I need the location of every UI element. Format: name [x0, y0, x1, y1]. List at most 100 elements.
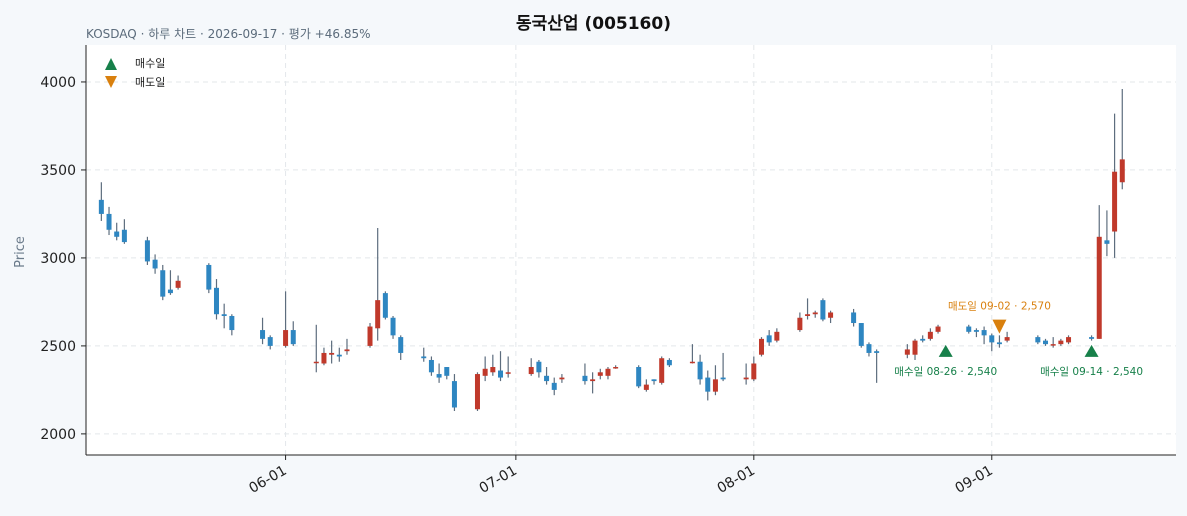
y-tick-label: 3000	[40, 251, 76, 267]
candle-body	[1035, 337, 1041, 343]
candle-body	[382, 293, 388, 318]
candle-body	[720, 377, 726, 380]
candle-body	[1119, 159, 1125, 183]
gridlines	[86, 45, 1176, 455]
candle-body	[482, 368, 488, 376]
candle-body	[329, 352, 335, 355]
candle-body	[98, 199, 104, 214]
candle-body	[820, 300, 826, 320]
candle-body	[144, 240, 150, 262]
buy-annotation: 매수일 09-14 · 2,540	[1040, 365, 1143, 378]
candle-body	[812, 312, 818, 315]
candle-body	[1050, 344, 1056, 346]
candle-body	[613, 367, 619, 369]
candle-body	[973, 330, 979, 332]
candle-body	[528, 367, 534, 375]
candles	[98, 88, 1125, 412]
candle-body	[283, 330, 289, 346]
candle-body	[851, 312, 857, 324]
candle-body	[559, 377, 565, 380]
candle-body	[367, 326, 373, 346]
candle-body	[920, 338, 926, 341]
candle-body	[966, 326, 972, 332]
chart-subtitle: KOSDAQ · 하루 차트 · 2026-09-17 · 평가 +46.85%	[86, 27, 371, 41]
candle-body	[498, 370, 504, 378]
candle-body	[666, 359, 672, 366]
candle-body	[206, 264, 212, 290]
candle-body	[651, 379, 657, 382]
buy-annotation: 매수일 08-26 · 2,540	[894, 365, 997, 378]
candle-body	[1043, 340, 1049, 345]
x-tick-label: 09-01	[953, 463, 996, 497]
candle-body	[336, 354, 342, 357]
candle-body	[160, 270, 166, 297]
candle-body	[597, 372, 603, 376]
x-tick-label: 07-01	[477, 463, 520, 497]
sell-annotation: 매도일 09-02 · 2,570	[948, 300, 1051, 313]
candle-body	[996, 342, 1002, 345]
candle-body	[1104, 240, 1110, 244]
candle-body	[643, 384, 649, 390]
candle-body	[689, 361, 695, 364]
candle-body	[551, 382, 557, 390]
candle-body	[1058, 340, 1064, 345]
candle-body	[167, 289, 173, 294]
candle-body	[989, 335, 995, 343]
candle-body	[544, 375, 550, 382]
candle-body	[590, 379, 596, 382]
candle-body	[114, 231, 120, 237]
candle-body	[451, 381, 457, 408]
candle-body	[152, 259, 158, 269]
y-tick-label: 4000	[40, 75, 76, 91]
candle-body	[743, 377, 749, 380]
candle-body	[697, 361, 703, 380]
candle-body	[106, 213, 112, 230]
candle-body	[428, 359, 434, 373]
candle-body	[805, 314, 811, 316]
candle-body	[1096, 236, 1102, 339]
candle-body	[766, 335, 772, 343]
candle-body	[705, 377, 711, 392]
candle-body	[321, 352, 327, 364]
candle-body	[866, 344, 872, 353]
candle-body	[290, 330, 296, 345]
candle-body	[175, 280, 181, 288]
sell-triangle-icon	[105, 76, 117, 88]
candle-body	[582, 375, 588, 382]
candle-body	[712, 379, 718, 392]
candle-body	[797, 317, 803, 331]
candle-body	[828, 312, 834, 318]
candle-body	[436, 374, 442, 378]
candle-body	[636, 367, 642, 387]
sell-marker	[992, 319, 1007, 334]
legend-sell-label: 매도일	[135, 75, 165, 89]
candle-body	[1112, 171, 1118, 232]
candle-body	[260, 330, 266, 339]
candle-body	[313, 361, 319, 364]
candle-body	[421, 356, 427, 359]
candle-body	[505, 372, 511, 374]
candle-body	[1004, 337, 1010, 341]
candle-body	[935, 326, 941, 332]
candle-body	[267, 337, 273, 346]
x-tick-label: 06-01	[246, 463, 289, 497]
y-tick-label: 2000	[40, 427, 76, 443]
candle-body	[398, 337, 404, 353]
candle-body	[474, 374, 480, 410]
candle-body	[1066, 337, 1072, 343]
candle-body	[927, 331, 933, 339]
x-axis: 06-01 07-01 08-01 09-01	[246, 455, 996, 497]
legend: 매수일 매도일	[105, 56, 165, 89]
candle-body	[375, 300, 381, 329]
candle-body	[229, 315, 235, 331]
y-tick-label: 2500	[40, 339, 76, 355]
buy-marker	[1084, 344, 1099, 357]
buy-marker	[938, 344, 953, 357]
x-tick-label: 08-01	[715, 463, 758, 497]
candle-body	[874, 351, 880, 353]
plot-area	[86, 45, 1176, 455]
candle-body	[981, 330, 987, 336]
candle-body	[751, 363, 757, 380]
